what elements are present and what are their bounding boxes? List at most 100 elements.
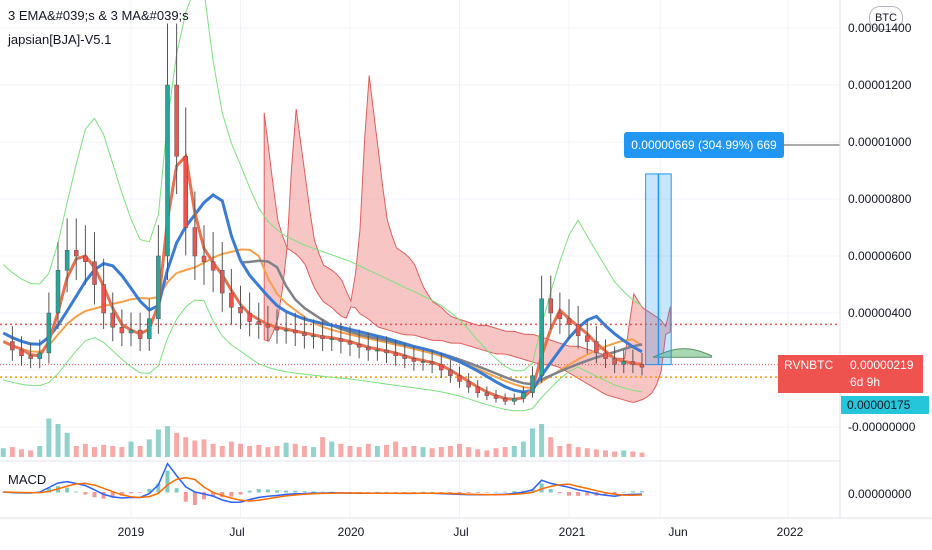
macd-legend[interactable]: MACD — [8, 472, 47, 487]
macd-histogram-bar — [174, 488, 179, 493]
macd-histogram-bar — [475, 492, 480, 493]
volume-bar — [593, 449, 599, 457]
volume-bar — [165, 426, 170, 457]
candle-body — [612, 358, 617, 365]
macd-histogram-bar — [402, 492, 407, 493]
macd-signal-line — [3, 476, 643, 502]
volume-bar — [201, 439, 207, 457]
candle-body — [530, 375, 535, 394]
candle-body — [402, 355, 407, 359]
volume-bar — [347, 446, 353, 457]
volume-bar — [28, 450, 34, 457]
x-tick-label: 2020 — [337, 525, 365, 539]
price-tag: RVNBTC 0.00000219 6d 9h — [778, 355, 923, 393]
level-tag: 0.00000175 — [841, 396, 929, 414]
volume-bar — [557, 446, 563, 457]
candle-body — [92, 261, 97, 285]
macd-histogram-bar — [457, 492, 462, 494]
volume-bar — [9, 447, 15, 457]
volume-bar — [183, 437, 189, 457]
volume-bar — [447, 446, 453, 457]
volume-bar — [466, 447, 472, 457]
price-tag-countdown: 6d 9h — [850, 375, 881, 389]
macd-histogram-bar — [74, 491, 79, 493]
volume-bar — [420, 447, 426, 457]
candle-body — [19, 349, 24, 356]
macd-histogram-bar — [256, 489, 261, 493]
macd-histogram-bar — [530, 489, 535, 493]
volume-bar — [384, 444, 389, 457]
macd-histogram-bar — [92, 492, 97, 498]
candle-body — [192, 227, 198, 257]
volume-bar — [584, 448, 590, 457]
y-tick-label: 0.00001400 — [848, 21, 912, 35]
volume-bar — [19, 449, 24, 457]
candle-body — [293, 329, 298, 334]
candle-body — [466, 381, 471, 388]
volume-bar — [530, 428, 535, 457]
candle-body — [55, 270, 61, 314]
macd-histogram-bar — [585, 492, 590, 496]
volume-bar — [438, 447, 444, 457]
macd-histogram-bar — [612, 492, 617, 495]
indicator-legend-1[interactable]: 3 EMA&#039;s & 3 MA&#039;s — [8, 8, 189, 23]
macd-histogram-bar — [448, 492, 453, 494]
macd-histogram-bar — [119, 492, 124, 496]
macd-histogram-bar — [548, 489, 553, 493]
volume-bar — [493, 448, 499, 457]
chart-grid — [0, 0, 840, 518]
candle-body — [375, 349, 380, 352]
candle-body — [37, 352, 42, 359]
candle-body — [283, 329, 289, 332]
indicator-legend-2[interactable]: japsian[BJA]-V5.1 — [8, 32, 112, 47]
volume-bar — [210, 443, 216, 457]
candle-body — [220, 270, 225, 294]
volume-bar — [475, 449, 481, 457]
volume-bar — [429, 448, 435, 457]
candle-body — [28, 355, 33, 359]
macd-histogram-bar — [229, 492, 234, 497]
candle-body — [420, 361, 426, 363]
measure-label[interactable]: 0.00000669 (304.99%) 669 — [624, 132, 784, 158]
macd-histogram-bar — [46, 488, 51, 493]
macd-histogram-bar — [192, 492, 197, 505]
volume-bar — [82, 443, 88, 457]
candle-body — [393, 352, 398, 356]
volume-bar — [365, 443, 371, 457]
bollinger-upper — [2, 0, 643, 372]
y-tick-label: 0.00000600 — [848, 249, 912, 263]
ichimoku-cloud — [263, 75, 712, 403]
macd-histogram-bar — [621, 491, 626, 493]
macd-histogram-bar — [576, 492, 581, 496]
macd-histogram-bar — [238, 492, 243, 495]
y-tick-label: -0.00000000 — [848, 420, 916, 434]
candle-body — [512, 398, 517, 402]
candle-body — [110, 312, 115, 328]
candle-body — [256, 321, 261, 325]
macd-histogram-bar — [320, 491, 325, 493]
candle-body — [521, 392, 526, 399]
macd-histogram-bar — [338, 491, 343, 493]
volume-bar — [128, 441, 134, 457]
macd-histogram-bar — [110, 492, 115, 498]
volume-bar — [374, 446, 380, 457]
cloud-green — [652, 348, 712, 358]
volume-bar — [457, 443, 462, 457]
candle-body — [311, 335, 316, 338]
currency-button[interactable]: BTC — [869, 6, 903, 30]
candle-body — [183, 156, 188, 228]
macd-histogram-bar — [183, 492, 188, 502]
macd-histogram-bar — [247, 490, 252, 493]
volume-bar — [566, 443, 572, 457]
macd-histogram-bar — [539, 483, 544, 493]
volume-bar — [192, 440, 198, 457]
y-tick-label: 0.00000400 — [848, 306, 912, 320]
candle-body — [338, 338, 344, 342]
candle-body — [210, 261, 216, 271]
candle-body — [639, 364, 645, 368]
volume-bar — [612, 451, 618, 457]
candle-body — [347, 341, 353, 345]
volume-bar — [311, 447, 316, 457]
candle-body — [566, 318, 572, 325]
